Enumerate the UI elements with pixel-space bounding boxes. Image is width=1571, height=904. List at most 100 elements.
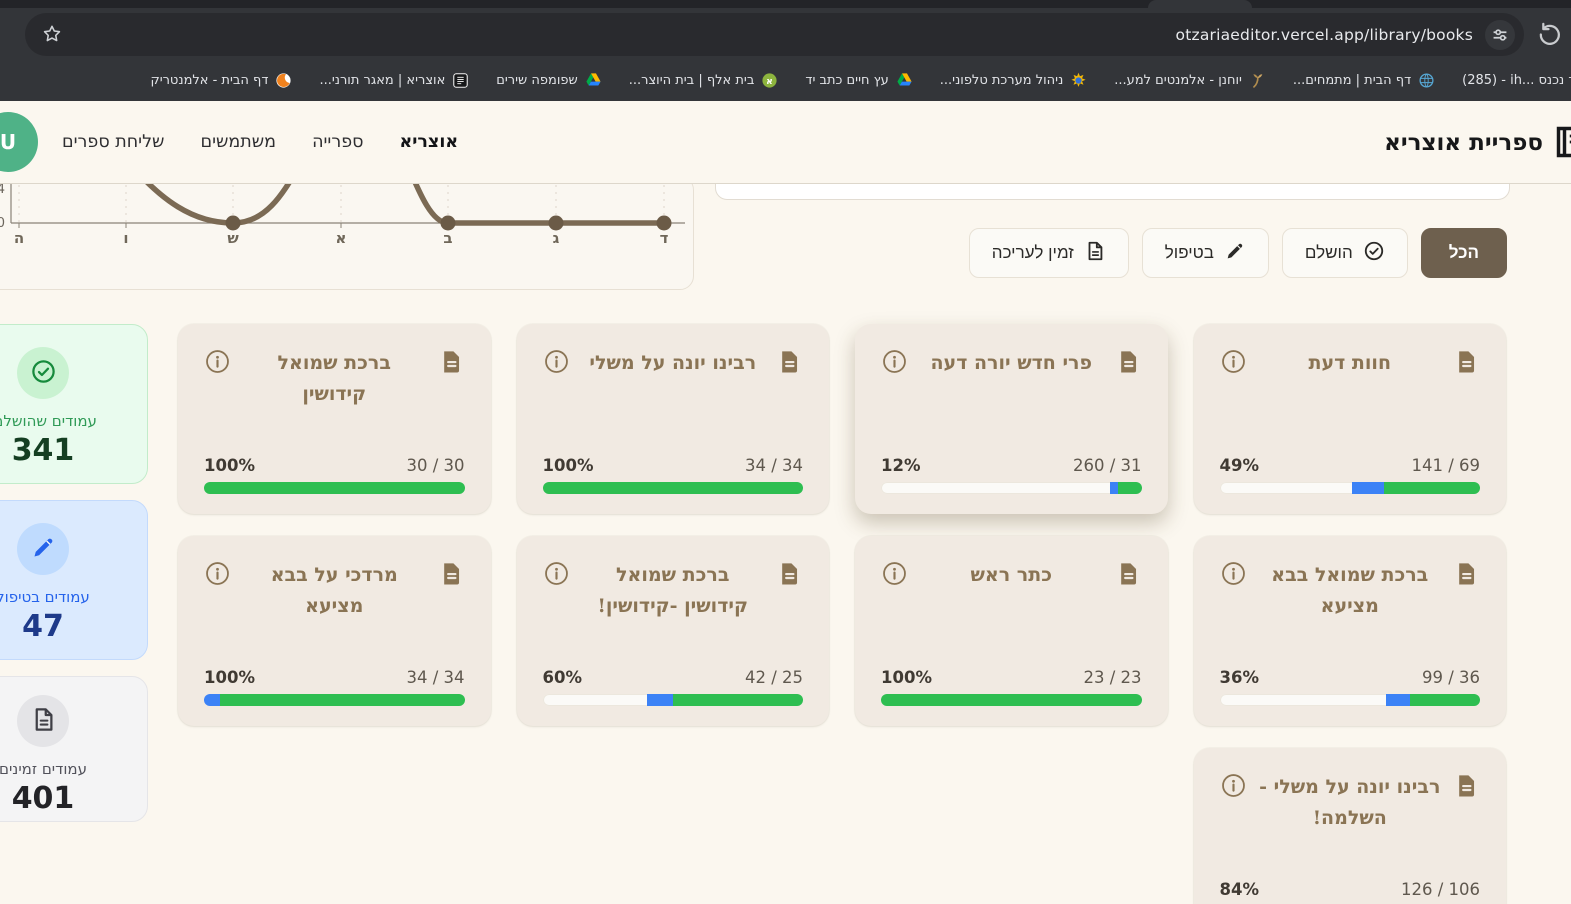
book-document-icon [1453, 772, 1480, 799]
bookmark-label: יוחנן - אלמנטים למע... [1114, 73, 1242, 88]
progress-inwork-segment [1352, 482, 1384, 494]
book-card[interactable]: ברכת שמואל קידושין -קידושין! 60% 42 / 25 [516, 536, 829, 726]
bookmark-label: אוצריא | מאגר תורני... [319, 73, 446, 88]
bookmark-item[interactable]: עץ חיים כתב יד [805, 72, 912, 89]
book-percent: 49% [1219, 456, 1260, 475]
progress-completed-segment [881, 694, 1142, 706]
nav-item-3[interactable]: שליחת ספרים [62, 132, 165, 152]
site-settings-icon[interactable] [1485, 19, 1515, 50]
book-progress-bar [881, 694, 1142, 706]
book-document-icon [1453, 348, 1480, 375]
book-document-icon [1115, 560, 1142, 587]
book-title-row: פרי חדש יורה דעה [881, 348, 1142, 379]
book-progress-bar [1219, 482, 1480, 494]
filter-label: הכל [1448, 243, 1479, 262]
book-document-icon [1453, 560, 1480, 587]
book-progress-meta: 100% 34 / 34 [204, 668, 465, 687]
book-progress-bar [204, 694, 465, 706]
book-card[interactable]: רבינו יונה על משלי 100% 34 / 34 [516, 324, 829, 514]
bookmark-item[interactable]: (285) - ih... דואר נכנס [1462, 73, 1571, 88]
book-title-row: כתר ראש [881, 560, 1142, 591]
book-title: ברכת שמואל בבא מציעא [1271, 564, 1429, 618]
nav-item-1[interactable]: ספרייה [312, 132, 364, 152]
bookmark-label: בית אלף | בית היוצר... [628, 73, 755, 88]
progress-inwork-segment [646, 694, 673, 706]
book-fraction: 34 / 34 [406, 668, 465, 687]
book-info-icon[interactable] [881, 348, 908, 375]
book-percent: 60% [542, 668, 583, 687]
active-tab-bottom[interactable] [1148, 0, 1252, 8]
stat-label: עמודים בטיפול [0, 588, 90, 606]
filter-button-1[interactable]: הושלם [1281, 228, 1408, 278]
svg-text:ש: ש [227, 229, 239, 247]
book-info-icon[interactable] [881, 560, 908, 587]
book-progress-bar [881, 482, 1142, 494]
book-card[interactable]: כתר ראש 100% 23 / 23 [855, 536, 1168, 726]
book-info-icon[interactable] [1220, 348, 1247, 375]
bookmark-favicon-book-dark [452, 72, 469, 89]
book-card[interactable]: רבינו יונה על משלי -השלמה! 84% 126 / 106 [1193, 748, 1506, 904]
bookmarks-bar: (285) - ih... דואר נכנס דף הבית | מתמחים.… [0, 60, 1571, 101]
book-info-icon[interactable] [543, 560, 570, 587]
book-percent: 100% [204, 668, 255, 687]
nav-item-2[interactable]: משתמשים [200, 132, 277, 152]
book-card[interactable]: פרי חדש יורה דעה 12% 260 / 31 [855, 324, 1168, 514]
book-info-icon[interactable] [204, 348, 231, 375]
bookmark-item[interactable]: א בית אלף | בית היוצר... [629, 72, 779, 89]
bookmark-label: עץ חיים כתב יד [805, 73, 889, 88]
book-progress-meta: 49% 141 / 69 [1220, 456, 1481, 475]
book-card[interactable]: ברכת שמואל בבא מציעא 36% 99 / 36 [1193, 536, 1506, 726]
progress-completed-segment [1118, 482, 1142, 494]
book-document-icon [1115, 348, 1142, 375]
bookmark-label: ניהול מערכת טלפוני... [939, 73, 1064, 88]
bookmark-item[interactable]: דף הבית | מתמחים... [1293, 72, 1435, 89]
book-document-icon [438, 560, 465, 587]
book-info-icon[interactable] [543, 348, 570, 375]
brand[interactable]: ספריית אוצריא [1384, 101, 1571, 183]
tab-strip [0, 0, 1571, 8]
bookmark-favicon-drive [896, 72, 913, 89]
book-title: ברכת שמואל קידושין [277, 352, 391, 406]
book-percent: 100% [542, 456, 594, 475]
book-card[interactable]: מרדכי על בבא מציעא 100% 34 / 34 [178, 536, 491, 726]
progress-completed-segment [219, 694, 465, 706]
stat-card-gray: עמודים זמינים 401 [0, 676, 148, 822]
browser-chrome: otzariaeditor.vercel.app/library/books (… [0, 0, 1571, 101]
filter-button-3[interactable]: זמין לעריכה [968, 228, 1129, 278]
bookmark-favicon-globe-blue [1418, 72, 1435, 89]
svg-text:4: 4 [0, 182, 5, 197]
bookmark-favicon-sun-colorful [1070, 72, 1087, 89]
nav-menu: אוצריא ספרייה משתמשים שליחת ספרים [62, 101, 458, 183]
status-filter-group: הכל הושלם בטיפול זמין לעריכה [968, 228, 1507, 278]
book-card[interactable]: חוות דעת 49% 141 / 69 [1193, 324, 1506, 514]
bookmark-item[interactable]: יוחנן - אלמנטים למע... [1114, 72, 1266, 89]
book-fraction: 260 / 31 [1072, 456, 1142, 475]
url-text[interactable]: otzariaeditor.vercel.app/library/books [1175, 25, 1473, 44]
bookmark-item[interactable]: ניהול מערכת טלפוני... [940, 72, 1088, 89]
book-title-row: ברכת שמואל קידושין -קידושין! [543, 560, 804, 623]
filter-button-2[interactable]: בטיפול [1141, 228, 1269, 278]
book-progress-bar [1219, 694, 1480, 706]
book-info-icon[interactable] [1220, 772, 1247, 799]
svg-text:0: 0 [0, 216, 5, 231]
book-card[interactable]: ברכת שמואל קידושין 100% 30 / 30 [178, 324, 491, 514]
url-bar[interactable]: otzariaeditor.vercel.app/library/books [25, 13, 1524, 56]
bookmark-star-icon[interactable] [41, 23, 65, 47]
book-title: מרדכי על בבא מציעא [270, 564, 398, 618]
book-info-icon[interactable] [204, 560, 231, 587]
book-title: רבינו יונה על משלי -השלמה! [1259, 776, 1441, 830]
bookmark-item[interactable]: שפומפה שירים [496, 72, 601, 89]
stat-value: 341 [11, 433, 75, 468]
nav-item-0[interactable]: אוצריא [399, 132, 459, 152]
avatar[interactable]: U [0, 112, 38, 172]
reload-icon[interactable] [1536, 21, 1563, 48]
book-title-row: מרדכי על בבא מציעא [204, 560, 465, 623]
book-progress-meta: 36% 99 / 36 [1220, 668, 1481, 687]
bookmark-item[interactable]: אוצריא | מאגר תורני... [319, 72, 469, 89]
book-title: פרי חדש יורה דעה [930, 352, 1093, 374]
progress-completed-segment [1383, 482, 1480, 494]
bookmark-item[interactable]: דף הבית - אלמנטריק [150, 72, 292, 89]
book-title: חוות דעת [1308, 352, 1392, 374]
book-info-icon[interactable] [1220, 560, 1247, 587]
filter-button-0[interactable]: הכל [1420, 228, 1507, 278]
